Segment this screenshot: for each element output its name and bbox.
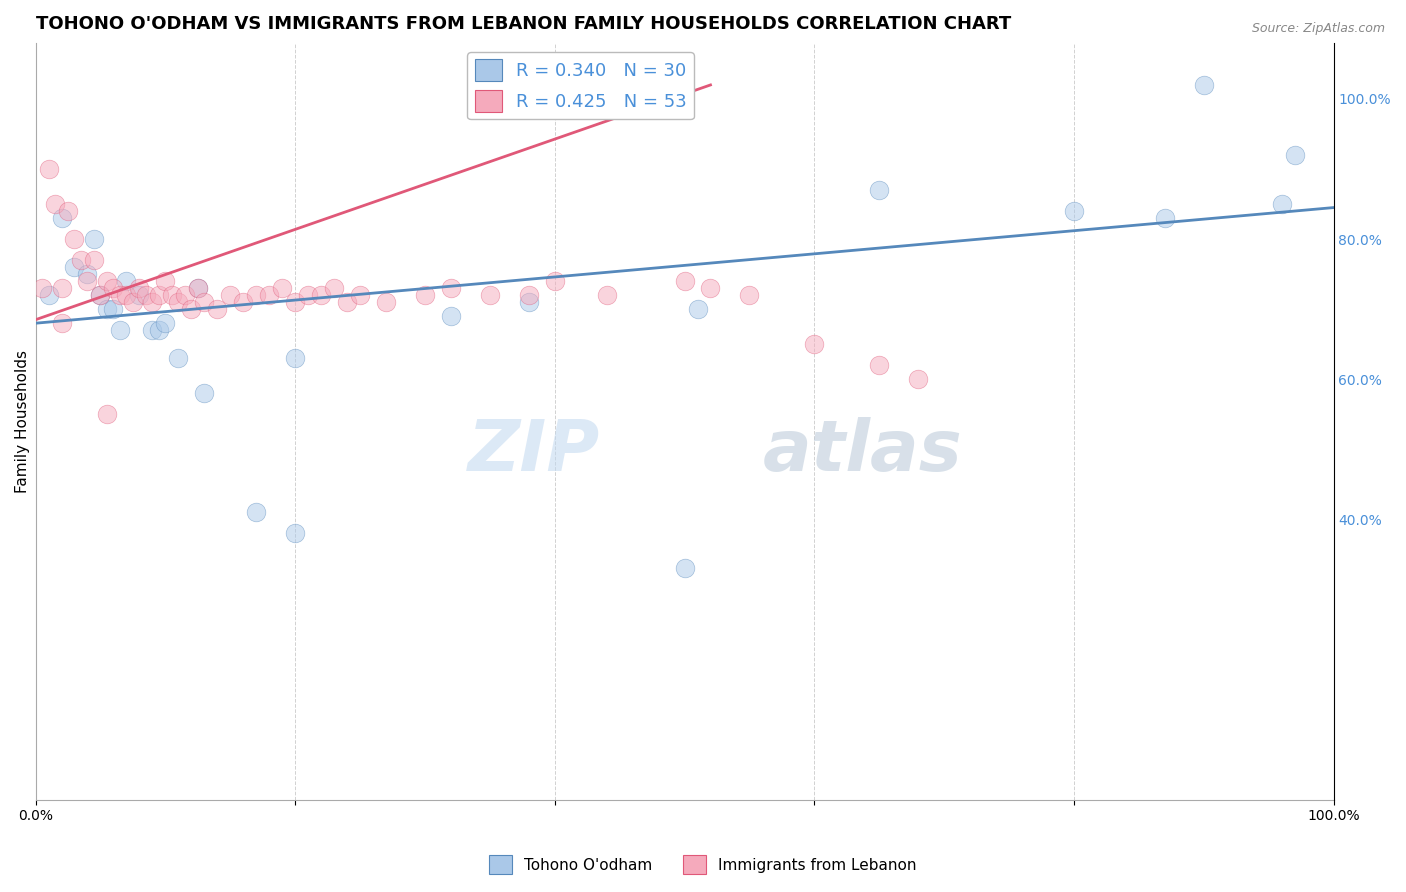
Legend: R = 0.340   N = 30, R = 0.425   N = 53: R = 0.340 N = 30, R = 0.425 N = 53 — [467, 52, 695, 120]
Point — [108, 323, 131, 337]
Point — [115, 274, 138, 288]
Point — [1271, 197, 1294, 211]
Point — [738, 288, 761, 302]
Point — [193, 295, 215, 310]
Point — [257, 288, 280, 302]
Point — [673, 274, 696, 288]
Point — [38, 161, 60, 176]
Point — [173, 288, 195, 302]
Point — [232, 295, 254, 310]
Y-axis label: Family Households: Family Households — [15, 350, 30, 492]
Point — [76, 267, 98, 281]
Point — [96, 274, 118, 288]
Point — [51, 281, 73, 295]
Point — [155, 274, 177, 288]
Legend: Tohono O'odham, Immigrants from Lebanon: Tohono O'odham, Immigrants from Lebanon — [484, 849, 922, 880]
Point — [544, 274, 567, 288]
Point — [89, 288, 111, 302]
Point — [517, 288, 540, 302]
Point — [56, 204, 79, 219]
Point — [271, 281, 294, 295]
Point — [38, 288, 60, 302]
Point — [699, 281, 721, 295]
Point — [375, 295, 398, 310]
Point — [70, 253, 93, 268]
Point — [207, 302, 229, 317]
Point — [1192, 78, 1215, 92]
Text: Source: ZipAtlas.com: Source: ZipAtlas.com — [1251, 22, 1385, 36]
Point — [141, 295, 163, 310]
Text: atlas: atlas — [762, 417, 962, 486]
Point — [89, 288, 111, 302]
Point — [803, 337, 825, 351]
Point — [128, 288, 150, 302]
Point — [245, 505, 267, 519]
Point — [309, 288, 332, 302]
Point — [478, 288, 501, 302]
Point — [595, 288, 617, 302]
Point — [440, 309, 463, 323]
Point — [413, 288, 436, 302]
Point — [349, 288, 371, 302]
Point — [103, 281, 125, 295]
Point — [440, 281, 463, 295]
Point — [1284, 148, 1306, 162]
Point — [108, 288, 131, 302]
Point — [1063, 204, 1085, 219]
Point — [122, 295, 145, 310]
Point — [673, 561, 696, 575]
Point — [284, 526, 307, 541]
Point — [83, 232, 105, 246]
Point — [63, 232, 86, 246]
Point — [83, 253, 105, 268]
Point — [907, 372, 929, 386]
Point — [135, 288, 157, 302]
Point — [141, 323, 163, 337]
Point — [167, 351, 190, 366]
Point — [31, 281, 53, 295]
Point — [76, 274, 98, 288]
Point — [868, 183, 890, 197]
Point — [323, 281, 346, 295]
Point — [160, 288, 183, 302]
Point — [115, 288, 138, 302]
Text: ZIP: ZIP — [468, 417, 600, 486]
Point — [96, 407, 118, 421]
Point — [51, 316, 73, 330]
Point — [245, 288, 267, 302]
Point — [187, 281, 209, 295]
Point — [63, 260, 86, 274]
Point — [128, 281, 150, 295]
Point — [868, 358, 890, 372]
Point — [284, 295, 307, 310]
Point — [96, 302, 118, 317]
Point — [148, 323, 170, 337]
Point — [187, 281, 209, 295]
Point — [167, 295, 190, 310]
Point — [336, 295, 359, 310]
Point — [44, 197, 66, 211]
Point — [193, 386, 215, 401]
Point — [219, 288, 242, 302]
Point — [148, 288, 170, 302]
Point — [1153, 211, 1175, 225]
Point — [155, 316, 177, 330]
Point — [284, 351, 307, 366]
Point — [180, 302, 202, 317]
Point — [297, 288, 319, 302]
Point — [686, 302, 709, 317]
Point — [517, 295, 540, 310]
Point — [103, 302, 125, 317]
Point — [51, 211, 73, 225]
Text: TOHONO O'ODHAM VS IMMIGRANTS FROM LEBANON FAMILY HOUSEHOLDS CORRELATION CHART: TOHONO O'ODHAM VS IMMIGRANTS FROM LEBANO… — [35, 15, 1011, 33]
